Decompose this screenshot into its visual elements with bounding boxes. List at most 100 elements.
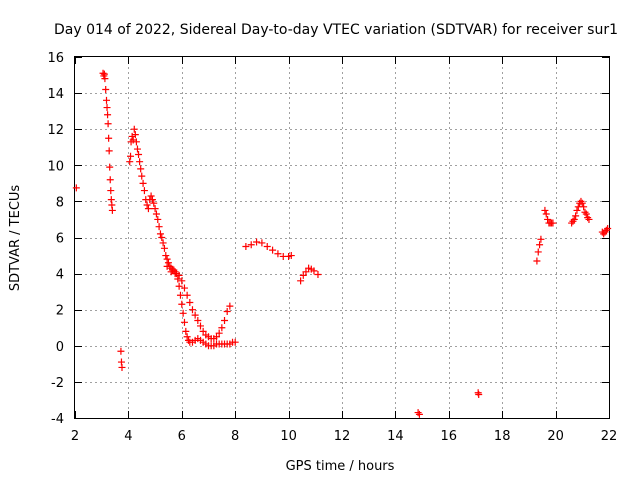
x-tick-label: 4 — [124, 429, 132, 444]
data-point — [147, 192, 155, 200]
data-point — [159, 239, 167, 247]
y-tick-label: -2 — [51, 376, 64, 391]
data-point — [175, 271, 183, 279]
data-point — [578, 199, 586, 207]
data-point — [105, 147, 113, 155]
data-point — [573, 206, 581, 214]
data-point — [585, 215, 593, 223]
y-tick-label: 0 — [56, 340, 64, 355]
data-point — [105, 134, 113, 142]
y-tick-label: 6 — [56, 232, 64, 247]
data-point — [150, 199, 158, 207]
data-point — [534, 248, 542, 256]
data-point — [258, 239, 266, 247]
data-point — [269, 246, 277, 254]
data-point — [106, 163, 114, 171]
data-point — [139, 179, 147, 187]
data-point — [188, 306, 196, 314]
x-tick-label: 6 — [178, 429, 186, 444]
data-point — [287, 252, 295, 260]
data-point — [175, 282, 183, 290]
data-point — [132, 138, 140, 146]
data-point — [570, 215, 578, 223]
data-point — [171, 270, 179, 278]
y-tick-label: 2 — [56, 304, 64, 319]
data-point — [549, 219, 557, 227]
x-tick-label: 20 — [547, 429, 564, 444]
data-point — [108, 206, 116, 214]
data-point — [213, 333, 221, 341]
data-point — [191, 311, 199, 319]
data-point — [106, 176, 114, 184]
data-point — [299, 271, 307, 279]
data-point — [154, 215, 162, 223]
data-point — [167, 268, 175, 276]
data-point — [148, 196, 156, 204]
y-tick-label: -4 — [51, 412, 64, 427]
y-axis-label: SDTVAR / TECUs — [8, 185, 23, 292]
data-point — [101, 75, 109, 83]
data-point — [135, 150, 143, 158]
x-tick-label: 18 — [494, 429, 511, 444]
data-point — [102, 85, 110, 93]
x-axis-label: GPS time / hours — [286, 459, 395, 474]
data-point — [127, 152, 135, 160]
data-point — [186, 298, 194, 306]
data-point — [231, 338, 239, 346]
data-point — [136, 158, 144, 166]
y-tick-label: 8 — [56, 195, 64, 210]
data-point — [533, 257, 541, 265]
y-tick-label: 12 — [47, 123, 64, 138]
data-point — [183, 291, 191, 299]
data-point — [572, 212, 580, 220]
data-point — [160, 244, 168, 252]
data-point — [415, 410, 423, 418]
data-point — [163, 255, 171, 263]
data-point — [580, 203, 588, 211]
data-point — [143, 201, 151, 209]
data-point — [156, 230, 164, 238]
data-point — [604, 224, 612, 232]
x-tick-label: 2 — [71, 429, 79, 444]
data-point — [72, 184, 80, 192]
data-point — [158, 234, 166, 241]
y-tick-label: 4 — [56, 268, 64, 283]
data-point — [176, 291, 184, 299]
data-point — [126, 158, 134, 166]
data-point — [107, 187, 115, 195]
data-point — [180, 318, 188, 326]
axis-ticks: 2 4 6 8 10 12 14 16 18 20 22 -4 -2 0 2 4 6 8 10 12 14 16 — [47, 51, 617, 444]
x-tick-label: 12 — [334, 429, 351, 444]
data-point — [226, 302, 234, 310]
x-tick-label: 10 — [280, 429, 297, 444]
data-point — [242, 243, 250, 251]
data-point — [179, 309, 187, 317]
grid — [75, 57, 609, 418]
data-point — [178, 300, 186, 308]
y-tick-label: 16 — [47, 51, 64, 66]
data-point — [133, 145, 141, 153]
data-point — [247, 241, 255, 249]
data-point — [218, 324, 226, 332]
data-point — [152, 210, 160, 218]
data-point — [163, 262, 171, 270]
data-point — [194, 317, 202, 325]
data-point — [155, 223, 163, 231]
plot-frame — [74, 56, 610, 419]
data-point — [475, 391, 483, 399]
data-point — [196, 322, 204, 330]
x-tick-label: 14 — [387, 429, 404, 444]
x-tick-label: 22 — [601, 429, 618, 444]
data-point — [104, 111, 112, 119]
data-point — [582, 210, 590, 218]
data-point — [144, 205, 152, 213]
data-point — [223, 308, 231, 316]
y-tick-label: 14 — [47, 87, 64, 102]
data-point — [536, 241, 544, 249]
data-point — [314, 271, 322, 279]
data-point — [178, 277, 186, 285]
data-point — [302, 268, 310, 276]
data-point — [104, 120, 112, 128]
